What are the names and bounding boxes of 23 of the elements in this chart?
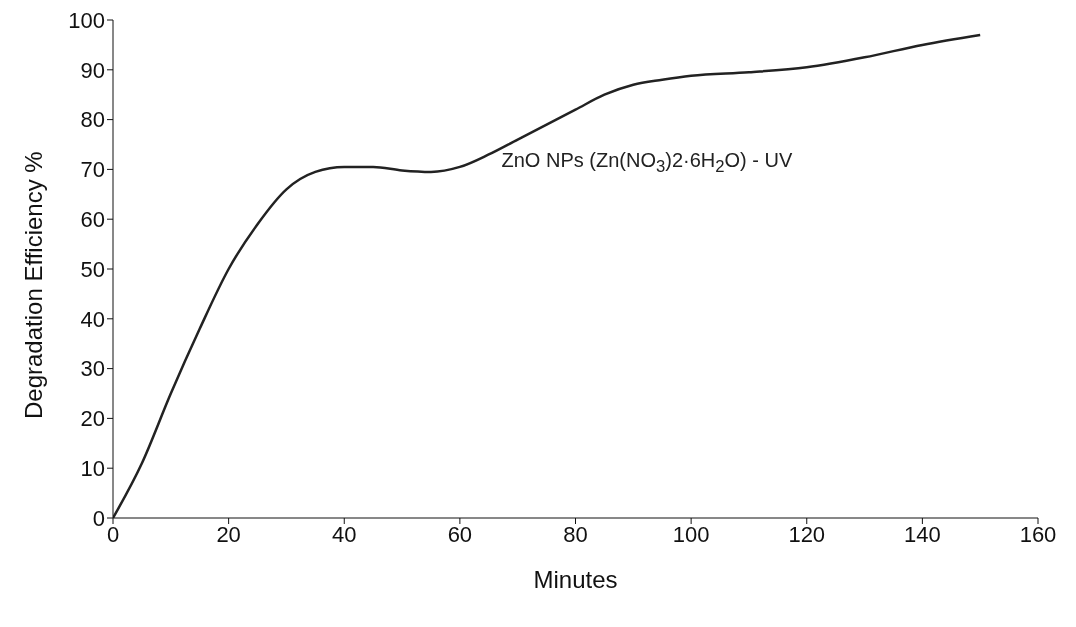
x-tick-label: 40 — [332, 521, 357, 547]
y-tick-label: 60 — [80, 207, 105, 233]
x-tick-label: 160 — [1019, 521, 1057, 547]
y-tick-label: 80 — [80, 107, 105, 133]
y-tick-label: 30 — [80, 356, 105, 382]
y-tick-label: 100 — [68, 7, 105, 33]
y-tick-label: 70 — [80, 157, 105, 183]
line-series — [113, 33, 982, 518]
y-tick-label: 90 — [80, 57, 105, 83]
y-tick-label: 0 — [92, 505, 105, 531]
x-tick-label: 20 — [216, 521, 241, 547]
x-tick-label: 140 — [904, 521, 941, 547]
y-tick-label: 20 — [80, 406, 105, 432]
y-tick-label: 50 — [80, 256, 105, 282]
y-tick-label: 40 — [80, 306, 105, 332]
y-axis-title: Degradation Efficiency % — [19, 151, 47, 419]
x-tick-label: 100 — [672, 521, 710, 547]
x-tick-label: 120 — [788, 521, 826, 547]
y-tick-label: 10 — [80, 456, 105, 482]
x-axis-title: Minutes — [533, 566, 618, 593]
x-tick-label: 80 — [563, 521, 588, 547]
x-tick-label: 60 — [447, 521, 473, 547]
series-label: ZnO NPs (Zn(NO$_{3}$)2·6H$_{2}$O) - UV — [501, 149, 793, 178]
